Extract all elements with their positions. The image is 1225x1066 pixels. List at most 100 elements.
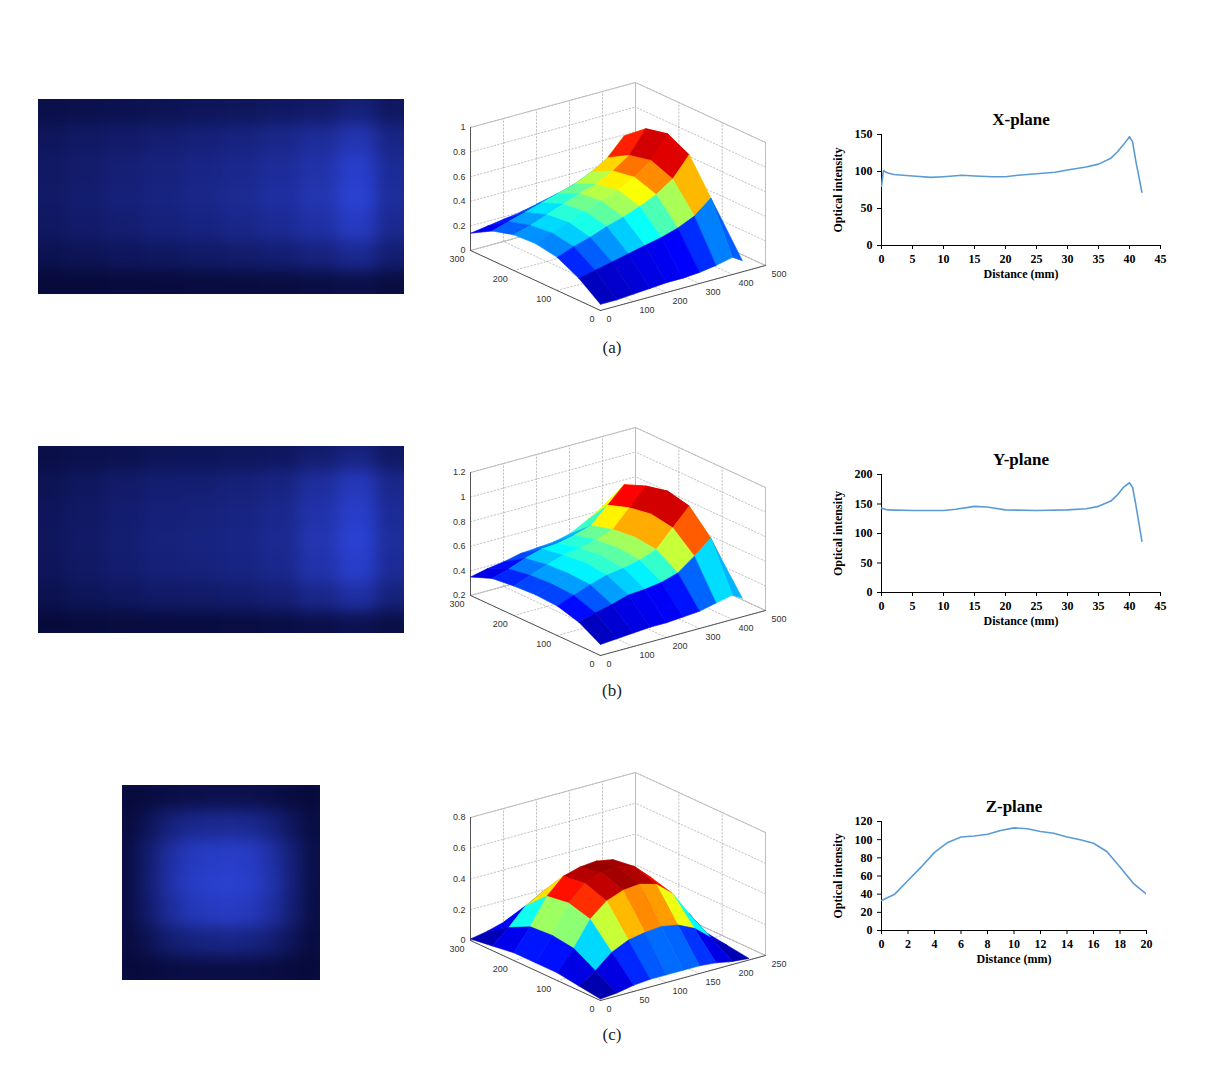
svg-text:0.4: 0.4 [453, 566, 466, 576]
svg-text:0.6: 0.6 [453, 843, 466, 853]
svg-text:Distance (mm): Distance (mm) [984, 267, 1059, 281]
svg-text:0: 0 [867, 238, 873, 252]
svg-text:2: 2 [905, 937, 911, 951]
svg-text:100: 100 [673, 986, 688, 996]
svg-text:15: 15 [969, 599, 981, 613]
svg-text:300: 300 [706, 287, 721, 297]
svg-text:0: 0 [589, 659, 594, 669]
svg-text:100: 100 [640, 650, 655, 660]
svg-text:25: 25 [1031, 599, 1043, 613]
svg-text:10: 10 [938, 252, 950, 266]
svg-text:200: 200 [493, 274, 508, 284]
svg-text:35: 35 [1093, 252, 1105, 266]
svg-text:200: 200 [739, 968, 754, 978]
svg-text:45: 45 [1155, 599, 1167, 613]
svg-text:18: 18 [1114, 937, 1126, 951]
svg-text:0.8: 0.8 [453, 812, 466, 822]
svg-text:0: 0 [607, 1004, 612, 1014]
svg-text:15: 15 [969, 252, 981, 266]
svg-text:16: 16 [1088, 937, 1100, 951]
svg-text:Distance (mm): Distance (mm) [977, 952, 1052, 966]
svg-text:40: 40 [1124, 252, 1136, 266]
svg-text:0: 0 [589, 314, 594, 324]
svg-text:1: 1 [460, 492, 465, 502]
svg-text:1: 1 [460, 122, 465, 132]
svg-text:Optical intensity: Optical intensity [831, 147, 845, 232]
svg-text:100: 100 [536, 984, 551, 994]
svg-text:200: 200 [493, 964, 508, 974]
svg-text:0: 0 [879, 252, 885, 266]
svg-text:40: 40 [861, 887, 873, 901]
svg-text:300: 300 [449, 254, 464, 264]
svg-text:500: 500 [772, 614, 787, 624]
svg-text:4: 4 [932, 937, 938, 951]
svg-text:Z-plane: Z-plane [986, 797, 1043, 816]
svg-text:50: 50 [640, 995, 650, 1005]
svg-text:300: 300 [449, 944, 464, 954]
svg-text:X-plane: X-plane [992, 110, 1050, 129]
svg-text:0.4: 0.4 [453, 196, 466, 206]
svg-text:0: 0 [460, 245, 465, 255]
svg-text:0.2: 0.2 [453, 905, 466, 915]
svg-text:100: 100 [855, 526, 873, 540]
svg-text:0: 0 [607, 314, 612, 324]
svg-text:0.6: 0.6 [453, 172, 466, 182]
svg-text:100: 100 [536, 639, 551, 649]
svg-text:500: 500 [772, 269, 787, 279]
svg-text:10: 10 [938, 599, 950, 613]
svg-text:40: 40 [1124, 599, 1136, 613]
svg-text:300: 300 [706, 632, 721, 642]
svg-text:12: 12 [1035, 937, 1047, 951]
svg-text:45: 45 [1155, 252, 1167, 266]
svg-text:150: 150 [706, 977, 721, 987]
svg-text:14: 14 [1061, 937, 1073, 951]
svg-text:80: 80 [861, 851, 873, 865]
svg-text:0.6: 0.6 [453, 541, 466, 551]
svg-text:60: 60 [861, 869, 873, 883]
svg-text:0: 0 [879, 599, 885, 613]
svg-text:0: 0 [879, 937, 885, 951]
svg-text:0.2: 0.2 [453, 221, 466, 231]
svg-text:150: 150 [855, 127, 873, 141]
svg-text:100: 100 [640, 305, 655, 315]
svg-text:0: 0 [589, 1004, 594, 1014]
svg-text:Optical intensity: Optical intensity [831, 833, 845, 918]
svg-text:20: 20 [861, 905, 873, 919]
svg-text:0.2: 0.2 [453, 590, 466, 600]
svg-text:200: 200 [673, 296, 688, 306]
svg-text:0: 0 [867, 923, 873, 937]
svg-text:30: 30 [1062, 599, 1074, 613]
svg-text:200: 200 [493, 619, 508, 629]
svg-text:100: 100 [855, 164, 873, 178]
svg-text:0: 0 [460, 935, 465, 945]
svg-text:0: 0 [607, 659, 612, 669]
svg-text:1.2: 1.2 [453, 467, 466, 477]
svg-text:400: 400 [739, 623, 754, 633]
svg-text:30: 30 [1062, 252, 1074, 266]
svg-text:5: 5 [910, 252, 916, 266]
svg-text:400: 400 [739, 278, 754, 288]
svg-text:300: 300 [449, 599, 464, 609]
svg-text:100: 100 [855, 833, 873, 847]
svg-text:Y-plane: Y-plane [993, 450, 1050, 469]
svg-text:20: 20 [1141, 937, 1153, 951]
svg-text:0.8: 0.8 [453, 517, 466, 527]
svg-text:100: 100 [536, 294, 551, 304]
svg-text:0.4: 0.4 [453, 874, 466, 884]
svg-text:120: 120 [855, 814, 873, 828]
svg-text:Optical intensity: Optical intensity [831, 491, 845, 576]
svg-text:35: 35 [1093, 599, 1105, 613]
svg-text:250: 250 [772, 959, 787, 969]
svg-text:50: 50 [861, 201, 873, 215]
svg-text:200: 200 [855, 467, 873, 481]
svg-text:150: 150 [855, 497, 873, 511]
svg-text:5: 5 [910, 599, 916, 613]
svg-text:0.8: 0.8 [453, 147, 466, 157]
svg-text:0: 0 [867, 585, 873, 599]
svg-text:50: 50 [861, 556, 873, 570]
svg-text:10: 10 [1008, 937, 1020, 951]
svg-text:8: 8 [985, 937, 991, 951]
svg-text:6: 6 [958, 937, 964, 951]
svg-text:20: 20 [1000, 252, 1012, 266]
svg-text:Distance (mm): Distance (mm) [984, 614, 1059, 628]
